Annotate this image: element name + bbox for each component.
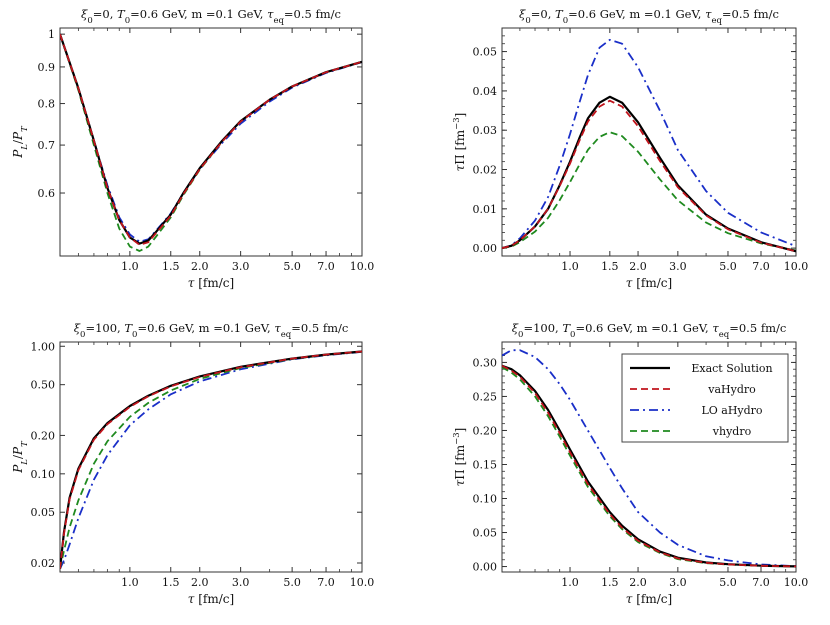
x-tick-label: 2.0 — [629, 260, 647, 273]
x-tick-label: 1.5 — [162, 260, 180, 273]
series-line-lo-ahydro — [60, 33, 362, 243]
x-tick-label: 10.0 — [350, 576, 375, 589]
y-tick-label: 0.30 — [473, 356, 498, 369]
series-line-exact-solution — [502, 95, 796, 253]
y-tick-label: 0.20 — [473, 424, 498, 437]
y-axis-label: τΠ [fm−3] — [452, 428, 467, 487]
plot-frame — [501, 341, 797, 573]
panel-title: ξ0=100, T0=0.6 GeV, m =0.1 GeV, τeq=0.5 … — [512, 321, 787, 340]
panel-title: ξ0=100, T0=0.6 GeV, m =0.1 GeV, τeq=0.5 … — [74, 321, 349, 340]
x-tick-label: 1.5 — [162, 576, 180, 589]
x-tick-label: 7.0 — [317, 260, 335, 273]
x-axis-label: τ [fm/c] — [626, 276, 672, 290]
y-tick-label: 0.10 — [31, 468, 56, 481]
y-tick-label: 0.20 — [31, 429, 56, 442]
series-line-lo-ahydro — [502, 38, 796, 249]
series-line-vhydro — [60, 33, 362, 252]
y-tick-label: 0.6 — [38, 187, 56, 200]
x-tick-label: 2.0 — [629, 576, 647, 589]
plot-frame — [59, 341, 363, 573]
plot-frame — [501, 27, 797, 257]
chart-top-right: ξ0=0, T0=0.6 GeV, m =0.1 GeV, τeq=0.5 fm… — [452, 7, 808, 290]
y-tick-label: 0.8 — [38, 98, 56, 111]
y-tick-label: 0.03 — [473, 124, 498, 137]
legend-label: vhydro — [712, 425, 752, 438]
x-tick-label: 2.0 — [191, 260, 209, 273]
x-tick-label: 7.0 — [317, 576, 335, 589]
series-line-lo-ahydro — [502, 349, 796, 568]
y-tick-label: 0.04 — [473, 85, 498, 98]
x-tick-label: 10.0 — [784, 576, 809, 589]
y-tick-label: 1 — [48, 28, 55, 41]
y-tick-label: 0.7 — [38, 139, 56, 152]
legend-label: vaHydro — [707, 383, 756, 396]
x-tick-label: 1.0 — [121, 576, 139, 589]
y-tick-label: 0.01 — [473, 203, 498, 216]
series-line-exact-solution — [60, 33, 362, 245]
plot-frame — [59, 27, 363, 257]
x-tick-label: 1.5 — [601, 576, 619, 589]
series-line-vhydro — [502, 131, 796, 252]
y-tick-label: 0.25 — [473, 390, 498, 403]
series-line-vahydro — [502, 99, 796, 253]
series-line-vahydro — [60, 33, 362, 246]
y-tick-label: 0.00 — [473, 561, 498, 574]
y-axis-label: PL/PT — [11, 125, 30, 159]
x-tick-label: 2.0 — [191, 576, 209, 589]
series-line-vahydro — [60, 350, 362, 569]
y-axis-label: PL/PT — [11, 440, 30, 474]
x-tick-label: 3.0 — [232, 260, 250, 273]
panel-title: ξ0=0, T0=0.6 GeV, m =0.1 GeV, τeq=0.5 fm… — [81, 7, 341, 26]
x-tick-label: 3.0 — [232, 576, 250, 589]
legend: Exact Solution vaHydro LO aHydro vhydro — [621, 353, 789, 443]
x-tick-label: 1.5 — [601, 260, 619, 273]
y-tick-label: 0.05 — [31, 506, 56, 519]
x-tick-label: 5.0 — [719, 576, 737, 589]
y-tick-label: 0.02 — [473, 164, 498, 177]
series-line-exact-solution — [502, 364, 796, 568]
x-tick-label: 5.0 — [719, 260, 737, 273]
x-axis-label: τ [fm/c] — [626, 592, 672, 606]
y-tick-label: 0.02 — [31, 557, 56, 570]
chart-top-left: ξ0=0, T0=0.6 GeV, m =0.1 GeV, τeq=0.5 fm… — [11, 7, 374, 290]
y-tick-label: 0.9 — [38, 61, 56, 74]
panel-title: ξ0=0, T0=0.6 GeV, m =0.1 GeV, τeq=0.5 fm… — [519, 7, 779, 26]
x-tick-label: 1.0 — [121, 260, 139, 273]
x-tick-label: 5.0 — [283, 576, 301, 589]
x-tick-label: 7.0 — [752, 576, 770, 589]
chart-bottom-right: ξ0=100, T0=0.6 GeV, m =0.1 GeV, τeq=0.5 … — [452, 321, 808, 606]
x-tick-label: 3.0 — [669, 260, 687, 273]
y-tick-label: 0.00 — [473, 242, 498, 255]
y-tick-label: 0.15 — [473, 458, 498, 471]
x-tick-label: 1.0 — [561, 260, 579, 273]
x-tick-label: 7.0 — [752, 260, 770, 273]
y-tick-label: 1.00 — [31, 340, 56, 353]
legend-label: LO aHydro — [701, 404, 762, 417]
chart-bottom-left: ξ0=100, T0=0.6 GeV, m =0.1 GeV, τeq=0.5 … — [11, 321, 374, 606]
y-tick-label: 0.05 — [473, 527, 498, 540]
x-axis-label: τ [fm/c] — [188, 592, 234, 606]
y-tick-label: 0.05 — [473, 46, 498, 59]
x-axis-label: τ [fm/c] — [188, 276, 234, 290]
y-axis-label: τΠ [fm−3] — [452, 113, 467, 172]
legend-label: Exact Solution — [691, 362, 772, 375]
y-tick-label: 0.10 — [473, 493, 498, 506]
x-tick-label: 3.0 — [669, 576, 687, 589]
x-tick-label: 10.0 — [350, 260, 375, 273]
x-tick-label: 1.0 — [561, 576, 579, 589]
x-tick-label: 5.0 — [283, 260, 301, 273]
series-line-lo-ahydro — [60, 350, 362, 570]
x-tick-label: 10.0 — [784, 260, 809, 273]
series-line-vahydro — [502, 364, 796, 568]
y-tick-label: 0.50 — [31, 379, 56, 392]
